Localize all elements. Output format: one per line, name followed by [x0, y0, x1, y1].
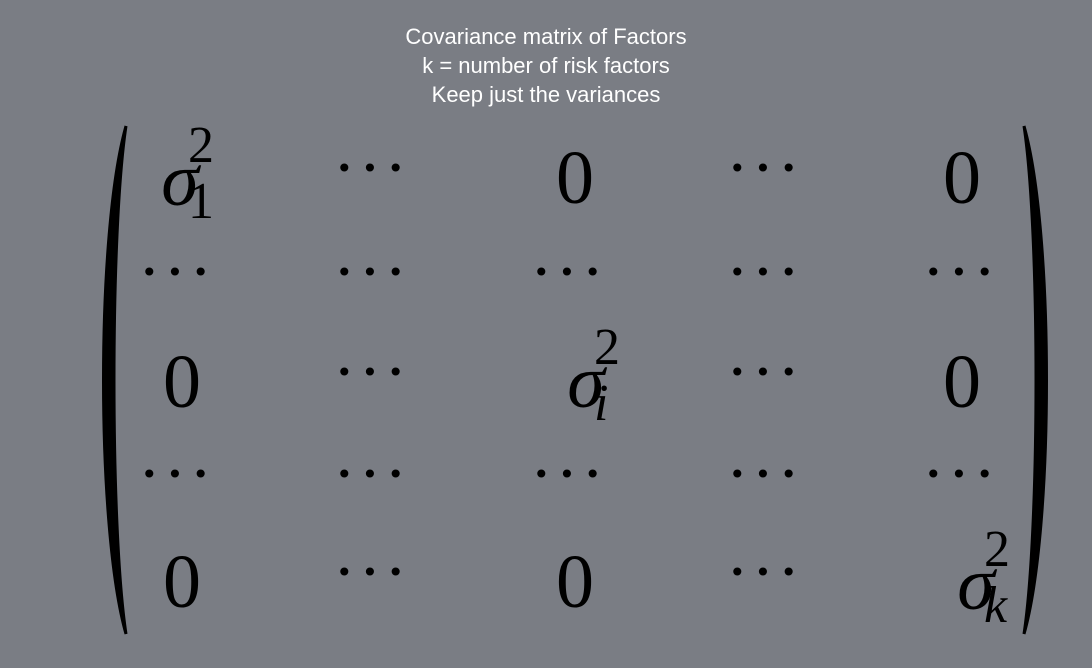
matrix-cell-r3c4: ···	[727, 335, 805, 408]
matrix-cell-r5c1: 0	[163, 540, 201, 624]
matrix-cell-r1c4: ···	[727, 131, 805, 204]
matrix-cell-r5c4: ···	[727, 535, 805, 608]
matrix-cell-r1c1: σ 2 1	[130, 120, 230, 228]
sigma-symbol: σ	[567, 340, 605, 424]
matrix-cell-r3c3: σ 2 i	[536, 322, 636, 430]
matrix-cell-r1c3: 0	[556, 136, 594, 220]
matrix-cell-r4c5: ···	[923, 437, 1001, 510]
matrix-cell-r5c5: σ 2 k	[926, 524, 1026, 632]
caption-note: Keep just the variances	[431, 82, 661, 107]
exponent: 2	[594, 319, 620, 376]
sigma-symbol: σ	[161, 138, 199, 222]
subscript-first: 1	[188, 173, 214, 230]
left-parenthesis	[102, 125, 128, 635]
matrix-cell-r4c2: ···	[334, 437, 412, 510]
matrix-cell-r3c5: 0	[943, 340, 981, 424]
matrix-cell-r5c3: 0	[556, 540, 594, 624]
matrix-cell-r2c1: ···	[139, 235, 217, 308]
matrix-cell-r2c4: ···	[727, 235, 805, 308]
matrix-cell-r1c2: ···	[334, 131, 412, 204]
exponent: 2	[188, 117, 214, 174]
matrix-cell-r3c2: ···	[334, 335, 412, 408]
matrix-cell-r4c1: ···	[139, 437, 217, 510]
matrix-cell-r4c3: ···	[531, 437, 609, 510]
sigma-symbol: σ	[957, 542, 995, 626]
caption-definition: k = number of risk factors	[422, 53, 670, 78]
right-parenthesis	[1022, 125, 1048, 635]
subscript-middle: i	[594, 375, 609, 432]
matrix-cell-r3c1: 0	[163, 340, 201, 424]
matrix-cell-r4c4: ···	[727, 437, 805, 510]
matrix-cell-r1c5: 0	[943, 136, 981, 220]
matrix-cell-r2c5: ···	[923, 235, 1001, 308]
caption: Covariance matrix of Factors k = number …	[0, 22, 1092, 109]
subscript-last: k	[984, 577, 1008, 634]
caption-title: Covariance matrix of Factors	[405, 24, 687, 49]
matrix-cell-r2c2: ···	[334, 235, 412, 308]
matrix-cell-r2c3: ···	[531, 235, 609, 308]
exponent: 2	[984, 521, 1010, 578]
matrix-cell-r5c2: ···	[334, 535, 412, 608]
